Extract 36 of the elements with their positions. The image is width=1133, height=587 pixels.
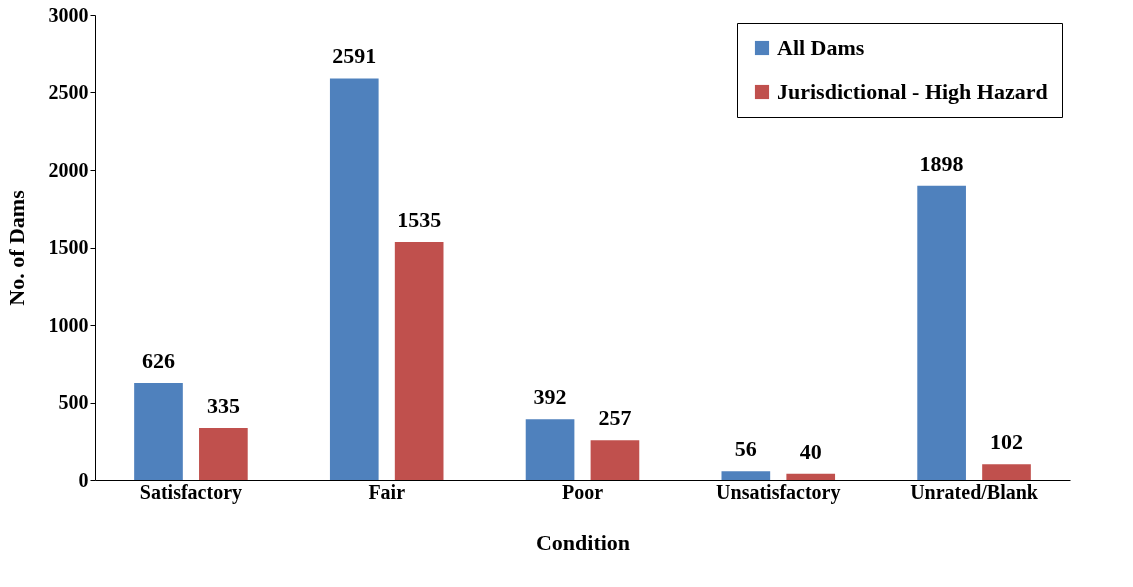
y-tick-label: 0 bbox=[78, 468, 89, 491]
bar bbox=[525, 419, 575, 480]
x-axis-title: Condition bbox=[535, 529, 631, 555]
y-tick-label: 1000 bbox=[48, 313, 89, 336]
x-tick-label: Satisfactory bbox=[139, 480, 243, 504]
bar bbox=[329, 78, 379, 480]
x-tick-label: Unrated/Blank bbox=[910, 480, 1039, 503]
data-label: 257 bbox=[598, 405, 632, 431]
y-tick-label: 500 bbox=[58, 391, 89, 413]
legend-label: All Dams bbox=[777, 35, 865, 60]
y-axis-title: No. of Dams bbox=[3, 189, 29, 306]
data-label: 56 bbox=[734, 436, 757, 462]
data-label: 102 bbox=[990, 429, 1024, 455]
data-label: 1898 bbox=[919, 150, 964, 176]
y-tick-label: 2500 bbox=[48, 81, 89, 103]
data-label: 40 bbox=[799, 438, 822, 464]
x-tick-label: Poor bbox=[561, 480, 604, 503]
data-label: 2591 bbox=[332, 43, 377, 69]
legend-label: Jurisdictional - High Hazard bbox=[777, 79, 1048, 104]
bar bbox=[590, 440, 640, 480]
y-tick-label: 1500 bbox=[48, 236, 89, 258]
x-tick-label: Unsatisfactory bbox=[716, 480, 841, 504]
x-tick-label: Fair bbox=[368, 480, 406, 503]
bar bbox=[721, 471, 771, 480]
y-tick-label: 3000 bbox=[48, 3, 89, 26]
bar bbox=[917, 185, 966, 480]
data-label: 392 bbox=[533, 384, 567, 410]
data-label: 335 bbox=[206, 393, 240, 419]
data-label: 1535 bbox=[397, 207, 442, 233]
bar bbox=[982, 464, 1031, 480]
bar bbox=[199, 428, 248, 480]
bar bbox=[134, 382, 183, 480]
bar bbox=[786, 473, 836, 480]
data-label: 626 bbox=[141, 347, 175, 373]
bar bbox=[394, 242, 444, 480]
y-tick-label: 2000 bbox=[48, 158, 89, 181]
